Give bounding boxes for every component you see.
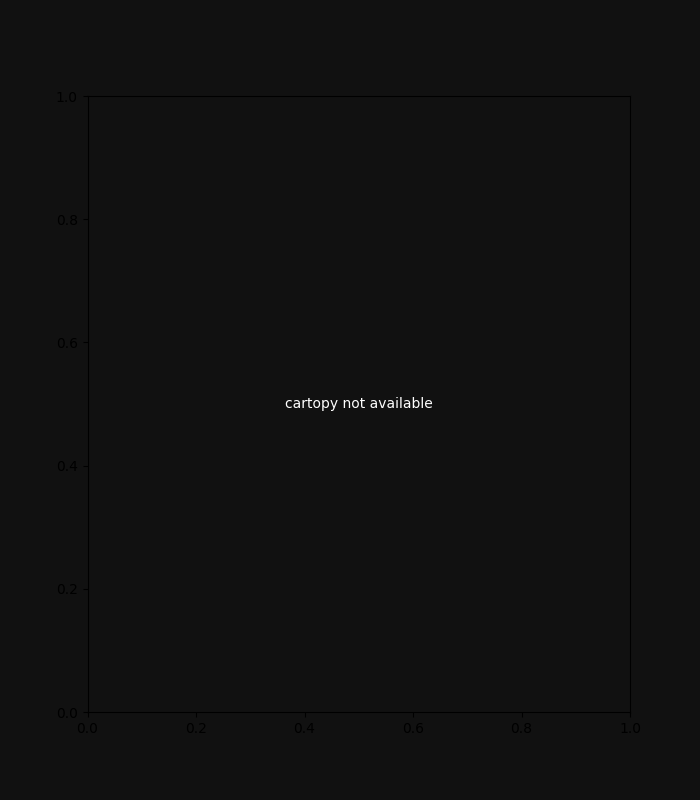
Text: cartopy not available: cartopy not available [285,397,433,411]
